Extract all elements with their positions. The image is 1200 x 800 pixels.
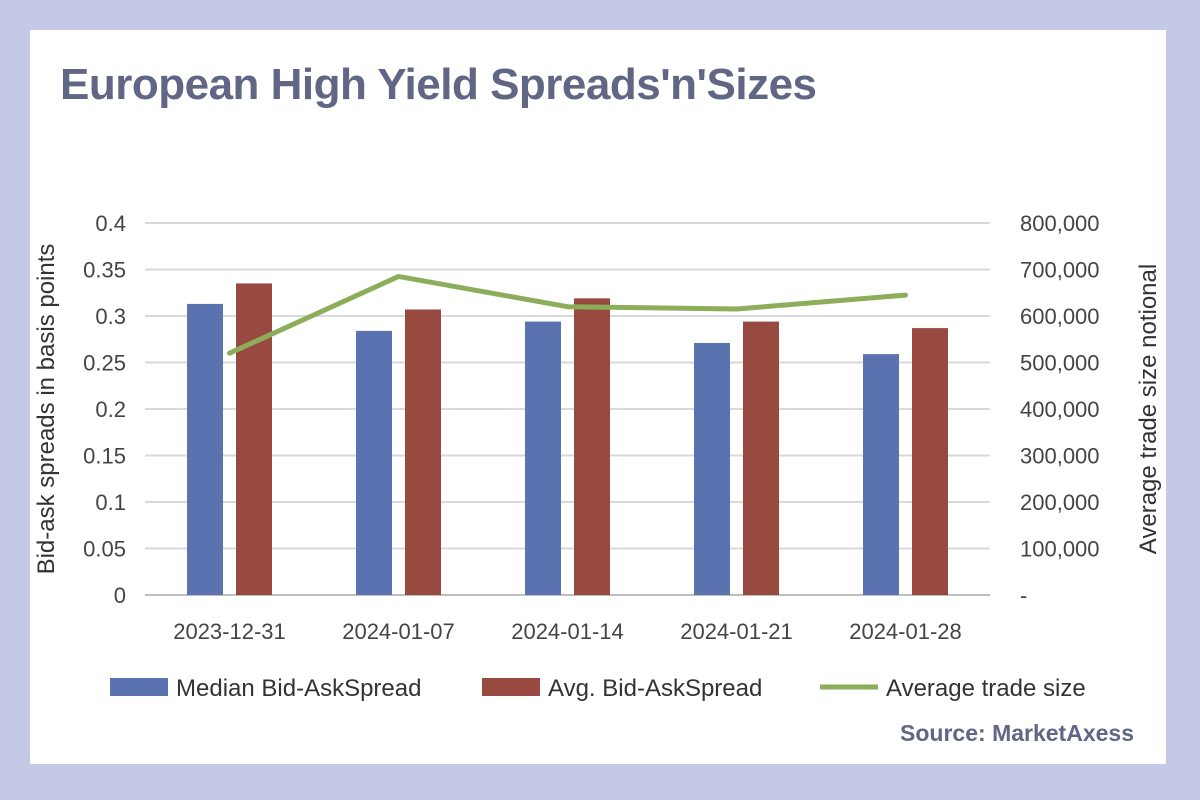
- bar: [405, 309, 441, 595]
- y2-tick-label: 300,000: [1020, 444, 1100, 469]
- y-tick-label: 0.4: [95, 211, 126, 236]
- legend-label: Median Bid-AskSpread: [176, 675, 421, 702]
- y-tick-label: 0.25: [83, 351, 126, 376]
- y-tick-label: 0.15: [83, 444, 126, 469]
- bar: [863, 354, 899, 595]
- y-axis-title: Bid-ask spreads in basis points: [33, 244, 60, 575]
- y2-tick-label: 200,000: [1020, 490, 1100, 515]
- y-tick-label: 0.35: [83, 258, 126, 283]
- bar: [236, 283, 272, 595]
- bar: [574, 298, 610, 595]
- chart-title: European High Yield Spreads'n'Sizes: [60, 60, 817, 109]
- source-note: Source: MarketAxess: [900, 720, 1134, 746]
- x-tick-label: 2024-01-21: [680, 619, 793, 644]
- x-tick-label: 2023-12-31: [173, 619, 286, 644]
- y2-tick-label: -: [1020, 583, 1027, 608]
- legend-swatch: [482, 678, 540, 696]
- y-tick-label: 0.2: [95, 397, 126, 422]
- x-tick-label: 2024-01-28: [849, 619, 962, 644]
- y2-tick-label: 700,000: [1020, 258, 1100, 283]
- bar: [525, 321, 561, 595]
- chart-card: European High Yield Spreads'n'Sizes 0 - 0.…: [30, 30, 1166, 764]
- bar: [694, 342, 730, 595]
- x-tick-label: 2024-01-14: [511, 619, 624, 644]
- bar: [356, 330, 392, 595]
- series-line: [227, 273, 908, 356]
- y-tick-label: 0.3: [95, 304, 126, 329]
- y2-tick-label: 800,000: [1020, 211, 1100, 236]
- y2-tick-label: 500,000: [1020, 351, 1100, 376]
- y-tick-label: 0.1: [95, 490, 126, 515]
- y-tick-label: 0: [114, 583, 126, 608]
- chart-svg: 0 - 0.05 100,000 0.1 200,000 0.15 300,000 0.2 400…: [33, 211, 1162, 702]
- legend-label: Average trade size: [886, 675, 1086, 702]
- y2-tick-label: 100,000: [1020, 537, 1100, 562]
- y2-tick-label: 400,000: [1020, 397, 1100, 422]
- legend-label: Avg. Bid-AskSpread: [548, 675, 762, 702]
- y-tick-label: 0.05: [83, 537, 126, 562]
- y2-tick-label: 600,000: [1020, 304, 1100, 329]
- bar: [743, 321, 779, 595]
- legend-swatch: [110, 678, 168, 696]
- bar: [187, 303, 223, 595]
- bar: [912, 328, 948, 595]
- x-tick-label: 2024-01-07: [342, 619, 455, 644]
- y2-axis-title: Average trade size notional: [1135, 264, 1162, 554]
